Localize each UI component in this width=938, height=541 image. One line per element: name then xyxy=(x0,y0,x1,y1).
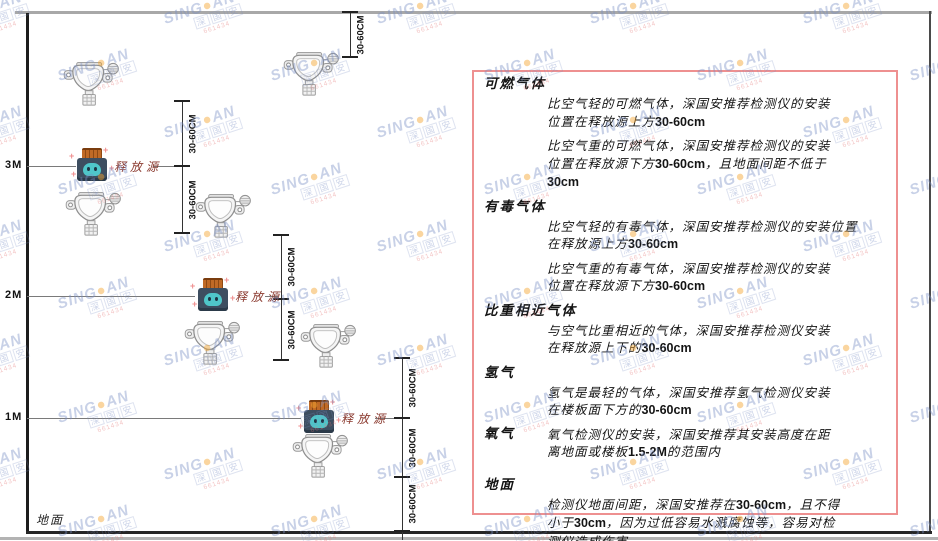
brand-watermark: SING●AN 深国安 661434 xyxy=(907,398,938,427)
source-cap xyxy=(203,278,223,289)
bottom-edge-line xyxy=(0,537,938,540)
connector-line xyxy=(375,418,399,419)
guideline-section: 地面检测仪地面间距，深国安推荐在30-60cm，且不得 小于30cm，因为过低容易… xyxy=(484,476,884,541)
release-source-icon: + + + + xyxy=(190,275,236,311)
dimension-tick xyxy=(273,359,289,361)
installation-guidelines-panel: 可燃气体 比空气轻的可燃气体，深国安推荐检测仪的安装 位置在释放源上方30-60cm… xyxy=(472,70,898,541)
section-paragraph: 与空气比重相近的气体，深国安推荐检测仪安装 在释放源上下的30-60cm xyxy=(547,322,831,356)
section-header: 可燃气体 xyxy=(484,76,546,92)
release-source-icon: + + + + xyxy=(69,145,115,181)
guideline-section: 有毒气体 比空气轻的有毒气体，深国安推荐检测仪的安装位置 在释放源上方30-60cm… xyxy=(484,198,884,296)
source-face xyxy=(310,415,328,428)
dimension-line xyxy=(182,101,183,233)
guideline-section: 比重相近气体与空气比重相近的气体，深国安推荐检测仪安装 在释放源上下的30-60c… xyxy=(484,302,884,358)
dimension-tick xyxy=(174,100,190,102)
section-paragraph: 比空气轻的有毒气体，深国安推荐检测仪的安装位置 在释放源上方30-60cm xyxy=(547,218,858,252)
height-leader-line xyxy=(27,166,76,167)
guideline-section: 可燃气体 比空气轻的可燃气体，深国安推荐检测仪的安装 位置在释放源上方30-60cm… xyxy=(484,75,884,192)
dimension-tick xyxy=(394,476,410,478)
brand-watermark: SING●AN 深国安 661434 xyxy=(374,0,537,46)
gas-detector-icon xyxy=(63,61,121,107)
dimension-tick xyxy=(394,357,410,359)
section-header: 氧气 xyxy=(484,425,515,442)
brand-watermark: SING●AN 深国安 661434 xyxy=(907,56,938,85)
right-wall-line xyxy=(929,11,931,534)
dimension-label: 30-60CM xyxy=(407,427,419,468)
brand-watermark: SING●AN 深国安 661434 xyxy=(0,304,112,388)
guideline-section: 氧气 氧气检测仪的安装，深国安推荐其安装高度在距 离地面或楼板1.5-2M的范围内 xyxy=(484,426,884,462)
dimension-tick xyxy=(273,298,289,300)
gas-detector-icon xyxy=(292,433,350,479)
section-paragraph: 比空气轻的可燃气体，深国安推荐检测仪的安装 位置在释放源上方30-60cm xyxy=(547,96,831,129)
section-header: 有毒气体 xyxy=(484,198,546,215)
brand-watermark: SING●AN 深国安 661434 xyxy=(268,133,431,217)
dimension-line xyxy=(281,235,282,360)
height-marker-3m: 3M xyxy=(5,159,23,171)
dimension-label: 30-60CM xyxy=(286,309,298,350)
gas-detector-icon xyxy=(283,51,341,97)
section-header: 地面 xyxy=(484,476,515,493)
gas-detector-icon xyxy=(300,323,358,369)
brand-watermark: SING●AN 深国安 661434 xyxy=(907,284,938,313)
dimension-tick xyxy=(174,165,190,167)
brand-watermark: SING●AN 深国安 661434 xyxy=(55,361,218,445)
source-cap xyxy=(309,400,329,411)
dimension-tick xyxy=(273,234,289,236)
dimension-tick xyxy=(394,417,410,419)
source-face xyxy=(83,163,101,176)
section-header: 氢气 xyxy=(484,364,515,381)
left-wall-line xyxy=(26,13,29,533)
section-paragraph: 比空气重的可燃气体，深国安推荐检测仪的安装 位置在释放源下方30-60cm，且地面… xyxy=(547,138,831,189)
height-leader-line xyxy=(27,296,195,297)
section-header: 比重相近气体 xyxy=(484,302,577,319)
source-face xyxy=(204,293,222,306)
release-source-label: 释放源 xyxy=(341,412,390,426)
section-paragraph: 检测仪地面间距，深国安推荐在30-60cm，且不得 小于30cm，因为过低容易水溅… xyxy=(547,496,841,541)
connector-line xyxy=(153,166,176,167)
height-marker-1m: 1M xyxy=(5,411,23,423)
brand-watermark: SING●AN 深国安 661434 xyxy=(161,0,324,46)
release-source-label: 释放源 xyxy=(235,290,284,304)
dimension-label: 30-60CM xyxy=(407,484,419,524)
source-cap xyxy=(82,148,102,159)
ceiling-line xyxy=(15,11,932,14)
section-paragraph: 氢气是最轻的气体，深国安推荐氢气检测仪安装 在楼板面下方的30-60cm xyxy=(547,384,831,418)
gas-detector-icon xyxy=(65,191,123,237)
height-marker-2m: 2M xyxy=(5,289,23,301)
dimension-label: 30-60CM xyxy=(355,14,367,55)
dimension-line xyxy=(350,12,351,57)
brand-watermark: SING●AN 深国安 661434 xyxy=(0,0,112,46)
gas-detector-icon xyxy=(195,193,253,239)
release-source-label: 释放源 xyxy=(114,160,163,174)
section-paragraph: 氧气检测仪的安装，深国安推荐其安装高度在距 离地面或楼板1.5-2M的范围内 xyxy=(547,426,831,460)
brand-watermark: SING●AN 深国安 661434 xyxy=(907,170,938,199)
brand-watermark: SING●AN 深国安 661434 xyxy=(800,0,938,46)
section-paragraph: 比空气重的有毒气体，深国安推荐检测仪的安装 位置在释放源下方30-60cm xyxy=(547,260,831,294)
release-source-icon: + + + + xyxy=(296,397,342,433)
floor-label: 地面 xyxy=(36,513,65,527)
dimension-tick xyxy=(342,11,358,13)
dimension-tick xyxy=(174,232,190,234)
dimension-tick xyxy=(342,56,358,58)
guideline-section: 氢气氢气是最轻的气体，深国安推荐氢气检测仪安装 在楼板面下方的30-60cm xyxy=(484,364,884,420)
brand-watermark: SING●AN 深国安 661434 xyxy=(0,418,112,502)
ground-line xyxy=(26,531,932,534)
dimension-label: 30-60CM xyxy=(407,368,419,408)
dimension-tick xyxy=(394,530,410,532)
dimension-label: 30-60CM xyxy=(286,247,298,287)
height-leader-line xyxy=(27,418,301,419)
dimension-line xyxy=(402,358,403,540)
gas-detector-icon xyxy=(184,320,242,366)
connector-line xyxy=(265,296,278,297)
brand-watermark: SING●AN 深国安 661434 xyxy=(587,0,750,46)
dimension-label: 30-60CM xyxy=(187,113,199,154)
